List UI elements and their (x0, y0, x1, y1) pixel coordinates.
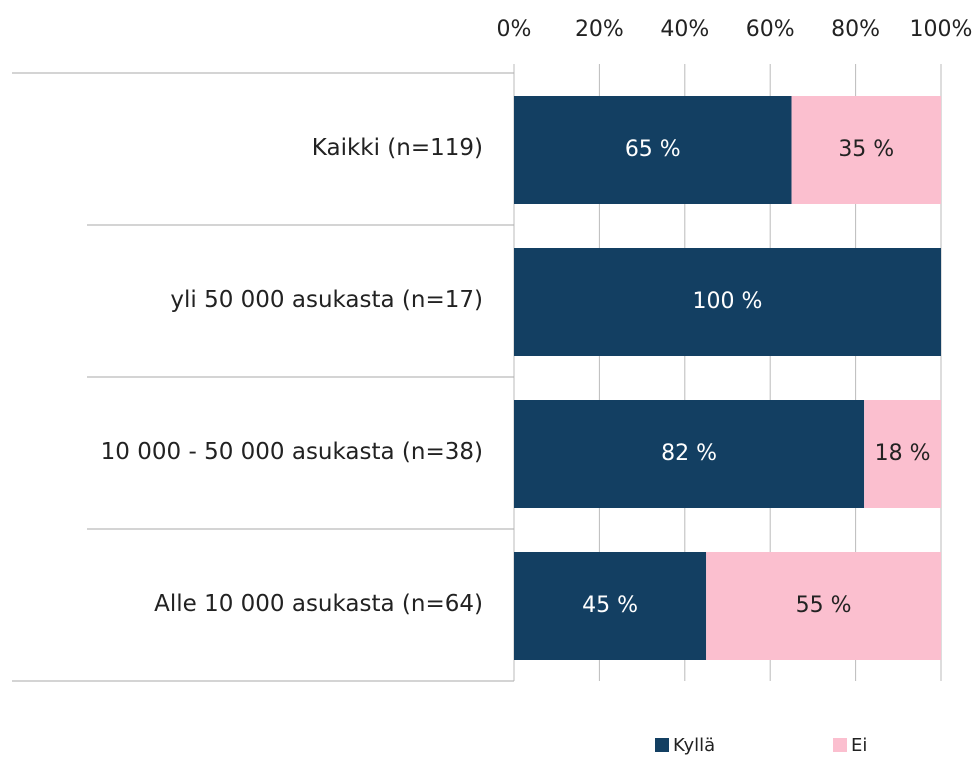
legend-label: Ei (851, 735, 867, 756)
category-label: Kaikki (n=119) (311, 135, 483, 162)
bar-segment (514, 96, 792, 204)
legend-swatch (655, 738, 669, 752)
value-label: 55 % (796, 593, 852, 618)
category-label-box: Kaikki (n=119) (13, 73, 483, 225)
bar-segment (864, 400, 941, 508)
value-label: 82 % (661, 441, 717, 466)
category-label-box: Alle 10 000 asukasta (n=64) (13, 529, 483, 681)
bar-segment (706, 552, 941, 660)
value-label: 35 % (838, 137, 894, 162)
category-label: 10 000 - 50 000 asukasta (n=38) (100, 439, 483, 466)
value-label: 100 % (693, 289, 763, 314)
x-tick-label: 100% (910, 17, 973, 42)
x-tick-label: 0% (497, 17, 532, 42)
bar-segment (791, 96, 941, 204)
bar-segment (514, 552, 707, 660)
x-tick-label: 80% (831, 17, 880, 42)
bar-segment (514, 248, 941, 356)
x-tick-label: 60% (746, 17, 795, 42)
value-label: 45 % (582, 593, 638, 618)
category-label: yli 50 000 asukasta (n=17) (170, 287, 483, 314)
category-label-box: 10 000 - 50 000 asukasta (n=38) (13, 377, 483, 529)
legend-swatch (833, 738, 847, 752)
x-tick-label: 40% (660, 17, 709, 42)
value-label: 18 % (875, 441, 931, 466)
value-label: 65 % (625, 137, 681, 162)
bar-segment (514, 400, 865, 508)
legend-label: Kyllä (673, 735, 715, 756)
category-label: Alle 10 000 asukasta (n=64) (154, 591, 483, 618)
category-label-box: yli 50 000 asukasta (n=17) (13, 225, 483, 377)
x-tick-label: 20% (575, 17, 624, 42)
